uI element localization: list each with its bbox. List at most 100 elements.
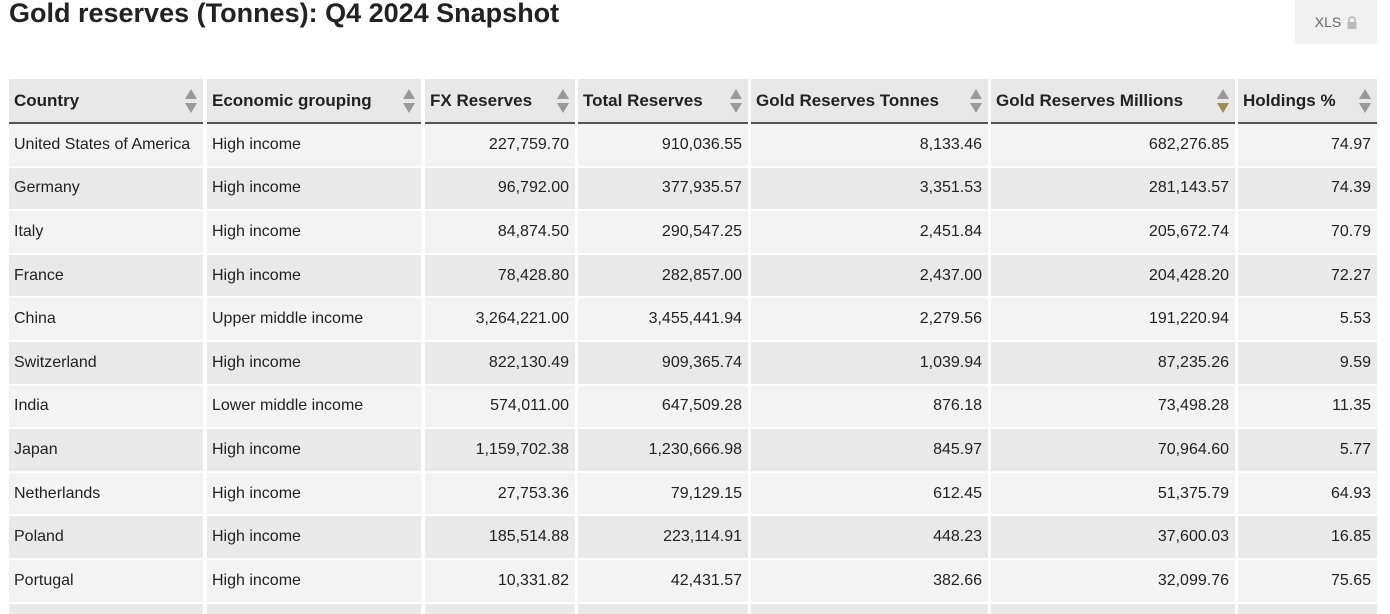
row-label: Japan: [9, 429, 203, 471]
table-cell: High income: [207, 167, 421, 210]
table-cell: 51,375.79: [991, 472, 1235, 515]
table-cell: 223,114.91: [578, 516, 748, 558]
table-cell: 73,498.28: [991, 385, 1235, 428]
table-cell: 78,428.80: [425, 254, 575, 297]
table-cell: 290,547.25: [578, 211, 748, 253]
table-cell: High income: [207, 254, 421, 297]
table-cell: 3,351.53: [751, 167, 988, 210]
table-cell: 37,600.03: [991, 516, 1235, 558]
row-label: Germany: [9, 167, 203, 210]
table-cell: 79,129.15: [578, 472, 748, 515]
header-label: Holdings %: [1243, 90, 1336, 110]
table-cell: 2,451.84: [751, 211, 988, 253]
table-cell: 1,039.94: [751, 342, 988, 384]
row-label: Netherlands: [9, 472, 203, 515]
table-cell: 845.97: [751, 429, 988, 471]
row-label: Portugal: [9, 560, 203, 602]
sort-icon: [1359, 88, 1371, 113]
table-cell: 11.35: [1238, 385, 1377, 428]
table-cell: 647,509.28: [578, 385, 748, 428]
row-label: Switzerland: [9, 342, 203, 384]
table-cell: 1,159,702.38: [425, 429, 575, 471]
table-cell: High income: [207, 429, 421, 471]
table-cell: High income: [207, 342, 421, 384]
export-label: XLS: [1314, 14, 1342, 30]
sort-icon: [403, 88, 415, 113]
column-header[interactable]: Economic grouping: [207, 79, 421, 124]
sort-icon: [557, 88, 569, 113]
table-cell: 612.45: [751, 472, 988, 515]
table-cell: 204,428.20: [991, 254, 1235, 297]
table-cell: 2,279.56: [751, 298, 988, 340]
table-cell: 574,011.00: [425, 385, 575, 428]
table-cell: 3,455,441.94: [578, 298, 748, 340]
table-cell: 84,874.50: [425, 211, 575, 253]
column-header[interactable]: Country: [9, 79, 203, 124]
table-cell: 191,220.94: [991, 298, 1235, 340]
table-cell: 910,036.55: [578, 124, 748, 166]
table-cell: 75.65: [1238, 560, 1377, 602]
header-label: Total Reserves: [583, 90, 703, 110]
export-button[interactable]: XLS: [1295, 0, 1377, 44]
table-cell: 1,230,666.98: [578, 429, 748, 471]
header-label: FX Reserves: [430, 90, 533, 110]
table-cell: 382.66: [751, 560, 988, 602]
row-label: United States of America: [9, 124, 203, 166]
table-cell-partial: [991, 603, 1235, 614]
table-cell: 281,143.57: [991, 167, 1235, 210]
table-cell: 448.23: [751, 516, 988, 558]
column-header[interactable]: Gold Reserves Millions: [991, 79, 1235, 124]
sort-icon: [1217, 88, 1229, 113]
row-label: France: [9, 254, 203, 297]
row-label: Italy: [9, 211, 203, 253]
page-title: Gold reserves (Tonnes): Q4 2024 Snapshot: [9, 0, 560, 28]
table-cell: 5.77: [1238, 429, 1377, 471]
table-cell: High income: [207, 124, 421, 166]
table-cell: 9.59: [1238, 342, 1377, 384]
table-cell-partial: [207, 603, 421, 614]
table-cell-partial: [1238, 603, 1377, 614]
header-label: Economic grouping: [212, 90, 372, 110]
table-cell-partial: [425, 603, 575, 614]
table-cell: 682,276.85: [991, 124, 1235, 166]
table-cell-partial: [578, 603, 748, 614]
table-cell: 64.93: [1238, 472, 1377, 515]
table-cell: 74.39: [1238, 167, 1377, 210]
table-cell: 227,759.70: [425, 124, 575, 166]
table-cell: Lower middle income: [207, 385, 421, 428]
sort-icon: [970, 88, 982, 113]
column-header[interactable]: FX Reserves: [425, 79, 575, 124]
row-label: China: [9, 298, 203, 340]
row-label: Poland: [9, 516, 203, 558]
table-cell: High income: [207, 560, 421, 602]
lock-icon: [1347, 15, 1357, 29]
table-cell: 822,130.49: [425, 342, 575, 384]
table-cell: 74.97: [1238, 124, 1377, 166]
table-cell: 70.79: [1238, 211, 1377, 253]
header-label: Gold Reserves Tonnes: [756, 90, 939, 110]
table-cell: 87,235.26: [991, 342, 1235, 384]
column-header[interactable]: Holdings %: [1238, 79, 1377, 124]
table-cell: 8,133.46: [751, 124, 988, 166]
table-cell: 96,792.00: [425, 167, 575, 210]
table-cell: 185,514.88: [425, 516, 575, 558]
table-cell: High income: [207, 472, 421, 515]
table-cell: 282,857.00: [578, 254, 748, 297]
table-cell: 5.53: [1238, 298, 1377, 340]
sort-icon: [185, 88, 197, 113]
table-cell: 10,331.82: [425, 560, 575, 602]
table-cell: 909,365.74: [578, 342, 748, 384]
table-cell: 72.27: [1238, 254, 1377, 297]
table-cell: 32,099.76: [991, 560, 1235, 602]
row-label: India: [9, 385, 203, 428]
table-cell: 2,437.00: [751, 254, 988, 297]
sort-icon: [730, 88, 742, 113]
table-cell: 70,964.60: [991, 429, 1235, 471]
column-header[interactable]: Gold Reserves Tonnes: [751, 79, 988, 124]
header-label: Gold Reserves Millions: [996, 90, 1184, 110]
table-cell: 876.18: [751, 385, 988, 428]
table-cell-partial: [751, 603, 988, 614]
column-header[interactable]: Total Reserves: [578, 79, 748, 124]
